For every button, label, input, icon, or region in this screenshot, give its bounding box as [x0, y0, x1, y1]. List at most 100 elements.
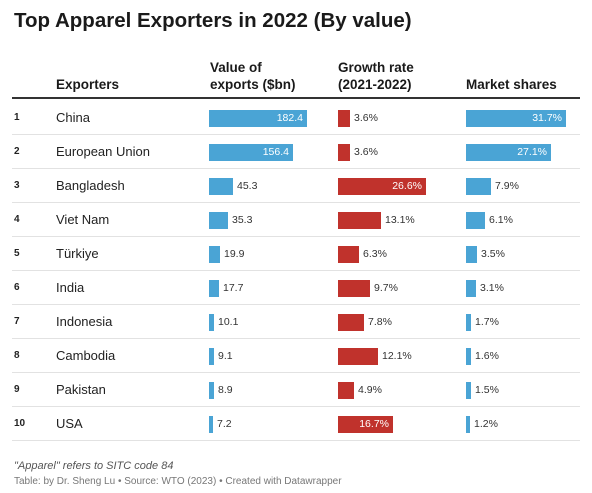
value-bar	[209, 212, 228, 229]
value-label: 45.3	[237, 180, 258, 192]
share-label: 1.6%	[475, 350, 499, 362]
growth-bar	[338, 314, 364, 331]
row-exporter-name: Bangladesh	[56, 178, 125, 193]
share-bar	[466, 212, 485, 229]
share-bar	[466, 110, 566, 127]
share-label: 31.7%	[532, 112, 562, 124]
table-row: 6 India 17.7 9.7% 3.1%	[12, 271, 580, 305]
header-value: Value of exports ($bn)	[210, 59, 296, 93]
table-row: 8 Cambodia 9.1 12.1% 1.6%	[12, 339, 580, 373]
growth-bar	[338, 246, 359, 263]
growth-bar	[338, 348, 378, 365]
value-bar	[209, 382, 214, 399]
growth-label: 3.6%	[354, 146, 378, 158]
row-rank: 8	[14, 350, 20, 361]
table-row: 9 Pakistan 8.9 4.9% 1.5%	[12, 373, 580, 407]
value-label: 182.4	[276, 112, 303, 124]
value-bar	[209, 246, 220, 263]
value-label: 35.3	[232, 214, 253, 226]
row-exporter-name: Cambodia	[56, 348, 116, 363]
header-growth-line2: (2021-2022)	[338, 77, 412, 92]
row-rank: 2	[14, 146, 20, 157]
share-label: 1.2%	[474, 418, 498, 430]
table-row: 2 European Union 156.4 3.6% 27.1%	[12, 135, 580, 169]
table-row: 10 USA 7.2 16.7% 1.2%	[12, 407, 580, 441]
row-rank: 10	[14, 418, 26, 429]
row-rank: 1	[14, 112, 20, 123]
value-bar	[209, 314, 214, 331]
value-bar	[209, 110, 307, 127]
growth-bar	[338, 178, 426, 195]
row-rank: 6	[14, 282, 20, 293]
value-label: 10.1	[218, 316, 239, 328]
header-value-line1: Value of	[210, 60, 262, 75]
growth-label: 6.3%	[363, 248, 387, 260]
row-rank: 5	[14, 248, 20, 259]
row-exporter-name: European Union	[56, 144, 150, 159]
share-label: 3.5%	[481, 248, 505, 260]
value-label: 8.9	[218, 384, 233, 396]
share-bar	[466, 382, 471, 399]
share-bar	[466, 348, 471, 365]
growth-bar	[338, 382, 354, 399]
growth-label: 16.7%	[359, 418, 389, 430]
row-exporter-name: Pakistan	[56, 382, 106, 397]
table-row: 5 Türkiye 19.9 6.3% 3.5%	[12, 237, 580, 271]
credit-line: Table: by Dr. Sheng Lu • Source: WTO (20…	[14, 476, 342, 487]
row-exporter-name: Indonesia	[56, 314, 113, 329]
growth-label: 3.6%	[354, 112, 378, 124]
share-label: 1.7%	[475, 316, 499, 328]
value-label: 19.9	[224, 248, 245, 260]
header-share: Market shares	[466, 77, 557, 92]
header-exporters: Exporters	[56, 77, 120, 92]
table-row: 7 Indonesia 10.1 7.8% 1.7%	[12, 305, 580, 339]
growth-bar	[338, 110, 350, 127]
share-bar	[466, 246, 477, 263]
header-divider	[12, 97, 580, 99]
growth-label: 4.9%	[358, 384, 382, 396]
row-exporter-name: Viet Nam	[56, 212, 110, 227]
value-label: 9.1	[218, 350, 233, 362]
share-bar	[466, 314, 471, 331]
growth-bar	[338, 280, 370, 297]
value-bar	[209, 416, 213, 433]
growth-label: 12.1%	[382, 350, 412, 362]
table-row: 3 Bangladesh 45.3 26.6% 7.9%	[12, 169, 580, 203]
chart-title: Top Apparel Exporters in 2022 (By value)	[14, 9, 412, 32]
growth-label: 9.7%	[374, 282, 398, 294]
share-bar	[466, 416, 470, 433]
footnote: "Apparel" refers to SITC code 84	[14, 460, 174, 472]
row-rank: 7	[14, 316, 20, 327]
share-label: 3.1%	[480, 282, 504, 294]
growth-label: 26.6%	[392, 180, 422, 192]
header-value-line2: exports ($bn)	[210, 77, 296, 92]
share-label: 7.9%	[495, 180, 519, 192]
value-label: 7.2	[217, 418, 232, 430]
share-bar	[466, 280, 476, 297]
share-label: 6.1%	[489, 214, 513, 226]
value-bar	[209, 280, 219, 297]
header-growth-line1: Growth rate	[338, 60, 414, 75]
row-exporter-name: Türkiye	[56, 246, 99, 261]
row-exporter-name: USA	[56, 416, 83, 431]
growth-bar	[338, 144, 350, 161]
header-growth: Growth rate (2021-2022)	[338, 59, 414, 93]
row-exporter-name: China	[56, 110, 90, 125]
growth-bar	[338, 212, 381, 229]
growth-label: 7.8%	[368, 316, 392, 328]
value-label: 17.7	[223, 282, 244, 294]
share-label: 1.5%	[475, 384, 499, 396]
table-row: 4 Viet Nam 35.3 13.1% 6.1%	[12, 203, 580, 237]
row-rank: 4	[14, 214, 20, 225]
growth-label: 13.1%	[385, 214, 415, 226]
value-bar	[209, 144, 293, 161]
row-rank: 9	[14, 384, 20, 395]
value-label: 156.4	[262, 146, 289, 158]
value-bar	[209, 178, 233, 195]
table-row: 1 China 182.4 3.6% 31.7%	[12, 101, 580, 135]
row-exporter-name: India	[56, 280, 85, 295]
share-bar	[466, 178, 491, 195]
growth-bar	[338, 416, 393, 433]
share-label: 27.1%	[517, 146, 547, 158]
share-bar	[466, 144, 551, 161]
